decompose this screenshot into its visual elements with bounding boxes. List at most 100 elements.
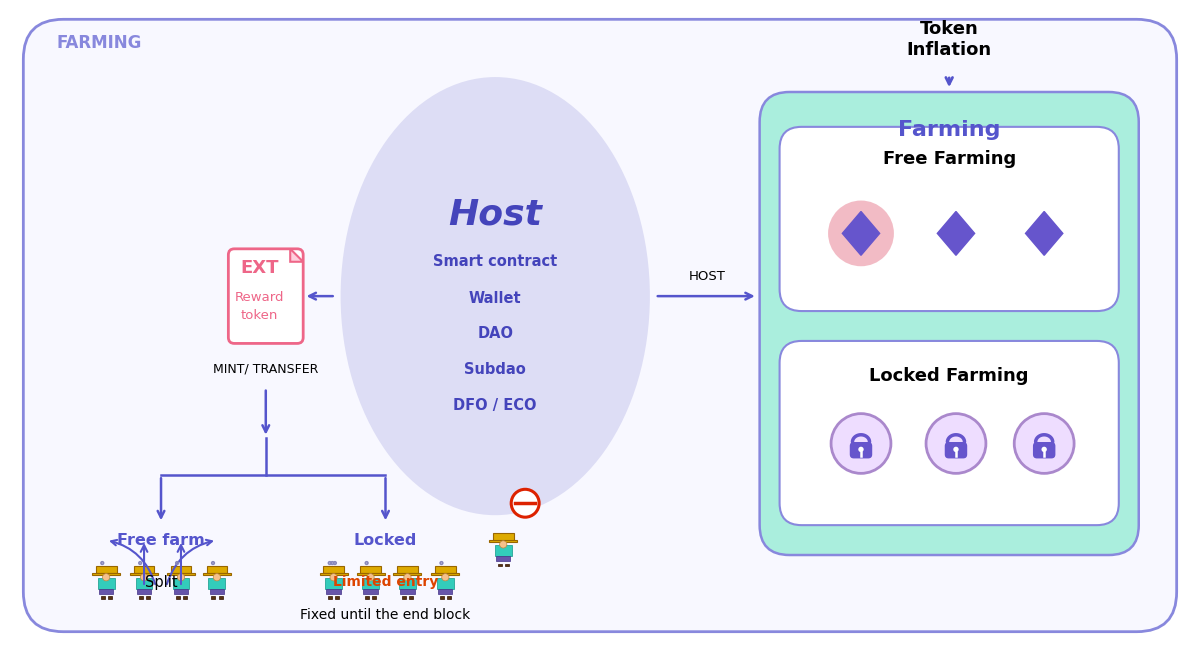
Text: Farming: Farming [898,120,1001,140]
Text: Wallet: Wallet [469,290,522,305]
FancyBboxPatch shape [23,20,1177,631]
FancyBboxPatch shape [409,596,413,600]
FancyBboxPatch shape [133,566,155,574]
FancyBboxPatch shape [401,589,414,594]
Text: Fixed until the end block: Fixed until the end block [300,608,470,622]
FancyBboxPatch shape [360,566,380,574]
Circle shape [1042,447,1046,452]
FancyBboxPatch shape [173,577,190,589]
Text: MINT/ TRANSFER: MINT/ TRANSFER [214,363,318,376]
FancyBboxPatch shape [780,341,1118,525]
FancyBboxPatch shape [336,596,340,600]
Text: Token
Inflation: Token Inflation [907,20,991,59]
Text: Smart contract: Smart contract [433,254,557,269]
FancyBboxPatch shape [209,577,226,589]
Ellipse shape [341,77,650,515]
FancyBboxPatch shape [365,596,370,600]
FancyBboxPatch shape [136,577,152,589]
FancyBboxPatch shape [356,573,384,575]
Circle shape [511,490,539,517]
FancyBboxPatch shape [498,564,502,566]
FancyBboxPatch shape [326,589,341,594]
FancyBboxPatch shape [167,573,194,575]
FancyBboxPatch shape [328,596,332,600]
FancyBboxPatch shape [372,596,377,600]
Text: Free farm: Free farm [118,533,205,548]
Polygon shape [842,212,880,255]
FancyBboxPatch shape [431,573,460,575]
Circle shape [442,574,449,581]
FancyBboxPatch shape [139,596,143,600]
FancyBboxPatch shape [100,589,113,594]
Text: HOST: HOST [689,270,726,283]
FancyBboxPatch shape [170,566,191,574]
FancyBboxPatch shape [438,589,452,594]
FancyBboxPatch shape [211,596,216,600]
FancyBboxPatch shape [780,127,1118,311]
Text: DAO: DAO [478,326,514,342]
Circle shape [1014,413,1074,473]
Circle shape [953,447,959,452]
FancyBboxPatch shape [493,533,514,540]
FancyBboxPatch shape [101,596,104,600]
Circle shape [330,574,337,581]
FancyBboxPatch shape [505,564,509,566]
Circle shape [404,574,412,581]
Circle shape [499,541,506,548]
Circle shape [858,447,864,452]
Circle shape [102,574,109,581]
FancyBboxPatch shape [130,573,158,575]
Circle shape [367,574,374,581]
Text: Free Farming: Free Farming [882,150,1016,168]
FancyBboxPatch shape [448,596,451,600]
FancyBboxPatch shape [210,589,224,594]
FancyBboxPatch shape [228,249,304,344]
FancyBboxPatch shape [496,556,510,562]
FancyBboxPatch shape [319,573,348,575]
FancyBboxPatch shape [437,577,454,589]
FancyBboxPatch shape [402,596,406,600]
Circle shape [214,574,221,581]
FancyBboxPatch shape [97,577,114,589]
Text: Locked: Locked [354,533,418,548]
Circle shape [832,413,890,473]
Circle shape [828,201,894,266]
Text: Split: Split [145,575,178,590]
FancyBboxPatch shape [325,577,342,589]
Circle shape [178,574,185,581]
Text: EXT: EXT [240,259,280,277]
FancyBboxPatch shape [146,596,150,600]
Circle shape [140,574,148,581]
FancyBboxPatch shape [494,545,511,556]
Text: Reward
token: Reward token [235,290,284,322]
FancyBboxPatch shape [434,566,456,574]
Circle shape [926,413,986,473]
FancyBboxPatch shape [218,596,223,600]
Text: Locked Farming: Locked Farming [870,367,1028,385]
Text: Subdao: Subdao [464,363,526,378]
FancyBboxPatch shape [364,589,378,594]
FancyBboxPatch shape [137,589,151,594]
FancyBboxPatch shape [182,596,187,600]
FancyBboxPatch shape [203,573,230,575]
FancyBboxPatch shape [206,566,227,574]
FancyBboxPatch shape [108,596,112,600]
FancyBboxPatch shape [850,442,872,458]
Text: FARMING: FARMING [56,35,142,52]
Text: Limited entry: Limited entry [332,575,438,589]
Text: DFO / ECO: DFO / ECO [454,398,536,413]
FancyBboxPatch shape [394,573,421,575]
FancyBboxPatch shape [174,589,188,594]
FancyBboxPatch shape [400,577,416,589]
FancyBboxPatch shape [175,596,180,600]
Text: Host: Host [449,197,542,232]
Polygon shape [937,212,974,255]
FancyBboxPatch shape [490,540,517,542]
FancyBboxPatch shape [944,442,967,458]
FancyBboxPatch shape [92,573,120,575]
FancyBboxPatch shape [397,566,418,574]
Polygon shape [290,249,304,262]
FancyBboxPatch shape [362,577,379,589]
FancyBboxPatch shape [440,596,444,600]
FancyBboxPatch shape [96,566,116,574]
